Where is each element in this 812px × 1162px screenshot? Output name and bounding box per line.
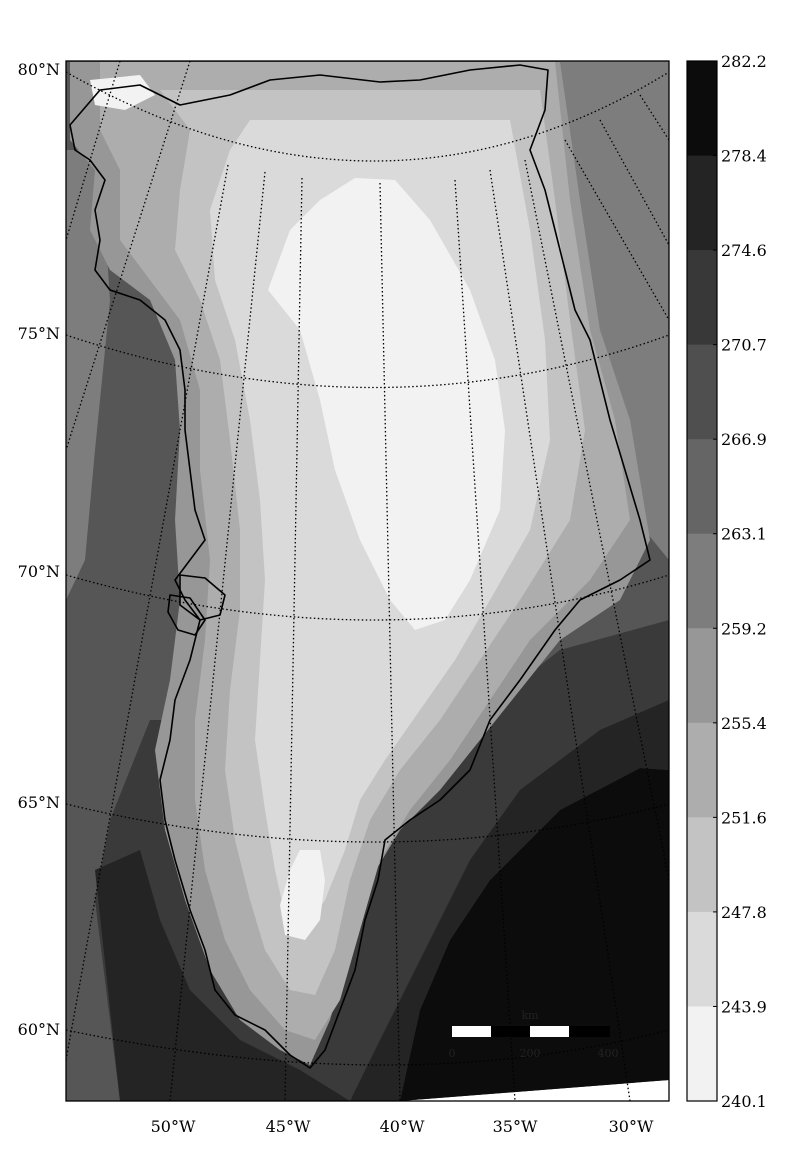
ocean-darkest-region [400,768,669,1101]
lat-label-60n: 60°N [18,1020,60,1039]
colorbar-tick-label: 240.1 [721,1092,767,1111]
colorbar-segment [687,250,717,346]
colorbar-segment [687,911,717,1007]
scale-bar-segment-4 [569,1026,610,1037]
lat-label-75n: 75°N [18,324,60,343]
scale-bar-segment-2 [491,1026,530,1037]
lon-label-45w: 45°W [266,1117,311,1136]
meridian-40w [379,182,401,1101]
scale-bar-label-400: 400 [598,1047,619,1060]
map-frame [65,60,670,1102]
colorbar-tick-label: 251.6 [721,808,767,827]
colorbar-segment [687,155,717,251]
colorbar-tick-label: 255.4 [721,714,767,733]
scale-bar-segment-1 [452,1026,491,1037]
meridian-45w [284,177,303,1101]
colorbar-segment [687,628,717,724]
colorbar-segment [687,533,717,629]
fjord-island [167,594,206,636]
parallel-75n [66,334,669,389]
colorbar-tick-label: 266.9 [721,430,767,449]
lat-label-65n: 65°N [18,793,60,812]
colorbar: 282.2 278.4 274.6 270.7 266.9 263.1 259.2 255.4… [686,52,767,1111]
ne-sea [560,61,669,560]
meridian-33w [489,169,631,1101]
ice-band-5 [268,178,505,630]
colorbar-segment [687,722,717,818]
graticule [66,61,669,1101]
scale-bar-label-0: 0 [449,1047,456,1060]
scale-bar-label-200: 200 [520,1047,541,1060]
colorbar-segment [687,439,717,535]
south-dome [280,850,325,940]
north-coast-bright [90,75,155,110]
lon-label-30w: 30°W [609,1117,654,1136]
ocean-dark-band [350,700,669,1101]
colorbar-tick-label: 270.7 [721,336,767,355]
lon-label-50w: 50°W [151,1117,196,1136]
parallel-65n [66,803,669,843]
meridian-55w [66,61,191,451]
colorbar-tick-label: 243.9 [721,997,767,1016]
map-area: km 0 200 400 [66,61,669,1101]
colorbar-segment [687,61,717,157]
meridian-15w [639,94,669,141]
meridian-25w [564,139,669,321]
colorbar-tick-label: 259.2 [721,619,767,638]
scale-bar: km 0 200 400 [449,1009,619,1060]
lat-label-80n: 80°N [18,60,60,79]
colorbar-tick-label: 278.4 [721,147,767,166]
colorbar-segment [687,1006,717,1102]
lon-label-40w: 40°W [380,1117,425,1136]
lat-label-70n: 70°N [18,562,60,581]
scale-bar-segment-3 [530,1026,569,1037]
colorbar-segment [687,817,717,913]
colorbar-tick-label: 282.2 [721,52,767,71]
colorbar-tick-label: 263.1 [721,525,767,544]
lon-label-35w: 35°W [493,1117,538,1136]
parallel-70n [66,574,669,621]
meridian-35w [454,179,516,1101]
coastline [69,64,651,1069]
meridian-60w [66,61,121,241]
scale-bar-unit: km [521,1009,539,1022]
colorbar-segment [687,344,717,440]
colorbar-frame [686,60,718,1102]
parallel-60n [66,1029,669,1066]
colorbar-tick-label: 247.8 [721,903,767,922]
sw-ocean-dark [95,850,350,1101]
nw-sea [66,150,110,600]
colorbar-tick-label: 274.6 [721,241,767,260]
